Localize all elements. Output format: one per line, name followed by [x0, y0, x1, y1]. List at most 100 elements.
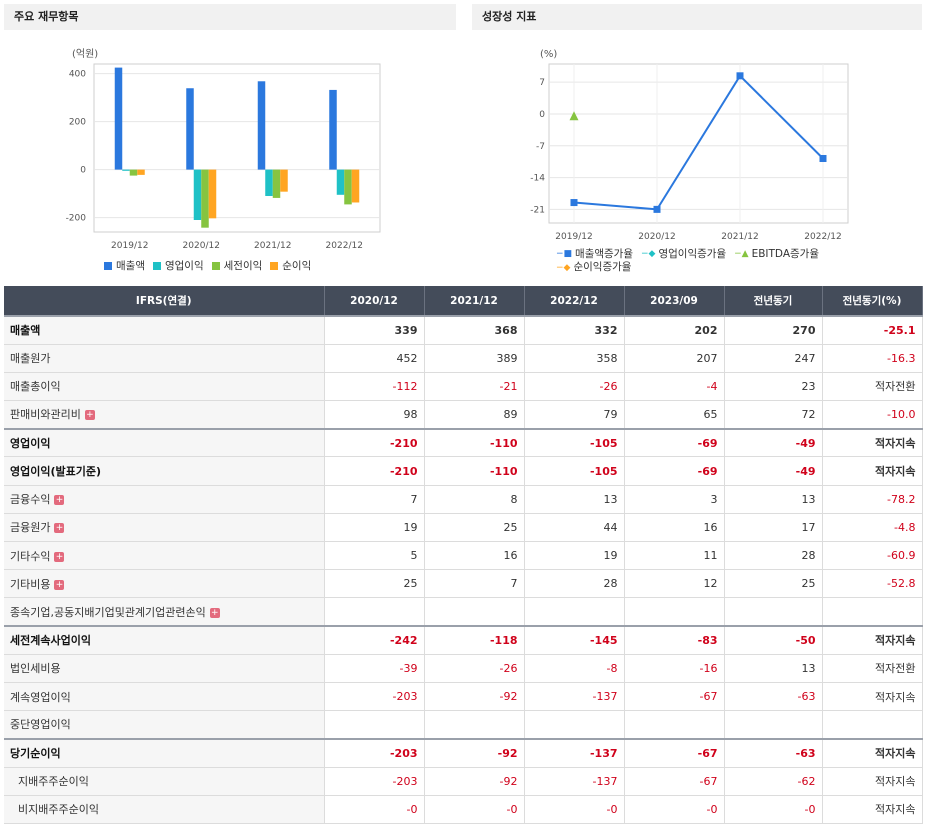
- table-cell: 44: [524, 513, 625, 543]
- table-cell: 25: [724, 569, 823, 599]
- table-row: 기타비용 +25 7 28 12 25 -52.8: [4, 569, 923, 599]
- table-cell: [324, 597, 425, 627]
- bar-3-0: [137, 169, 145, 175]
- table-row: 금융수익 +7 8 13 3 13 -78.2: [4, 485, 923, 514]
- legend-swatch: [270, 261, 279, 270]
- table-cell: 19: [324, 513, 425, 543]
- table-row: 비지배주주순이익 -0 -0 -0 -0 -0 적자지속: [4, 795, 923, 824]
- table-cell: 25: [424, 513, 525, 543]
- table-cell: -4.8: [822, 513, 923, 543]
- bar-3-2: [280, 169, 288, 192]
- line-series-0: [573, 74, 824, 211]
- bar-plot-area: [93, 63, 381, 233]
- table-row: 매출액 339 368 332 202 270 -25.1: [4, 316, 923, 345]
- table-cell: -137: [524, 738, 625, 768]
- bar-ytick-label: 200: [69, 118, 86, 128]
- expand-plus-icon[interactable]: +: [54, 579, 65, 590]
- legend-item: −▲ EBITDA증가율: [734, 248, 819, 261]
- table-cell: -92: [424, 767, 525, 796]
- table-cell: 7: [424, 569, 525, 599]
- row-label: 기타수익 +: [4, 541, 325, 571]
- legend-label: 매출액: [116, 260, 145, 272]
- table-row: 종속기업,공동지배기업및관계기업관련손익 +: [4, 597, 923, 627]
- bar-xtick-label: 2021/12: [254, 241, 291, 251]
- legend-item: −◆ 순이익증가율: [556, 261, 631, 274]
- table-cell: -67: [624, 738, 725, 768]
- legend-marker-icon: −◆: [641, 249, 656, 259]
- legend-label: 순이익: [282, 260, 312, 272]
- table-cell: [624, 710, 725, 740]
- financial-items-panel: 주요 재무항목 (억원) 400 200 0 -200 2019/12 2020/12 202…: [4, 4, 456, 280]
- table-cell: 적자전환: [822, 654, 923, 683]
- table-cell: -69: [624, 428, 725, 458]
- legend-label: 세전이익: [223, 260, 263, 272]
- bar-1-1: [193, 169, 202, 220]
- row-label-text: 금융원가: [10, 521, 51, 535]
- table-cell: 적자전환: [822, 372, 923, 402]
- table-cell: [724, 597, 823, 627]
- table-cell: -92: [424, 738, 525, 768]
- bar-2-1: [201, 169, 209, 228]
- table-cell: -105: [524, 428, 625, 458]
- table-cell: -21: [424, 372, 525, 402]
- table-cell: 98: [324, 400, 425, 430]
- line-ytick-label: -7: [536, 142, 545, 152]
- table-cell: -25.1: [822, 316, 923, 345]
- table-header-row: IFRS(연결) 2020/12 2021/12 2022/12 2023/09 전년동기…: [4, 286, 923, 316]
- table-cell: 적자지속: [822, 682, 923, 712]
- table-cell: -63: [724, 738, 823, 768]
- row-label-text: 법인세비용: [10, 662, 61, 676]
- table-cell: 13: [524, 485, 625, 514]
- table-cell: 270: [724, 316, 823, 345]
- bar-1-3: [336, 169, 345, 195]
- table-cell: 5: [324, 541, 425, 571]
- table-cell: [424, 710, 525, 740]
- table-cell: -112: [324, 372, 425, 402]
- expand-plus-icon[interactable]: +: [54, 523, 65, 534]
- table-row: 영업이익 -210 -110 -105 -69 -49 적자지속: [4, 428, 923, 458]
- line-point: [819, 154, 827, 162]
- bar-chart-legend: 매출액 영업이익 세전이익 순이익: [104, 258, 319, 273]
- financial-bar-chart: (억원) 400 200 0 -200 2019/12 2020/12 2021/12 2022…: [66, 48, 381, 251]
- row-label: 매출액: [4, 316, 325, 345]
- row-label-text: 매출총이익: [10, 380, 61, 394]
- table-row: 금융원가 +19 25 44 16 17 -4.8: [4, 513, 923, 543]
- row-label-text: 매출원가: [10, 352, 51, 366]
- table-cell: 358: [524, 344, 625, 373]
- table-cell: [822, 597, 923, 627]
- expand-plus-icon[interactable]: +: [209, 607, 220, 618]
- table-cell: [424, 597, 525, 627]
- table-cell: 16: [424, 541, 525, 571]
- table-row: 영업이익(발표기준) -210 -110 -105 -69 -49 적자지속: [4, 456, 923, 486]
- table-cell: [324, 710, 425, 740]
- legend-item: 매출액: [104, 258, 145, 273]
- bar-2-2: [272, 169, 281, 198]
- expand-plus-icon[interactable]: +: [54, 495, 65, 506]
- table-cell: 적자지속: [822, 428, 923, 458]
- table-cell: [524, 710, 625, 740]
- table-row: 당기순이익 -203 -92 -137 -67 -63 적자지속: [4, 738, 923, 768]
- table-cell: 17: [724, 513, 823, 543]
- row-label: 지배주주순이익: [4, 767, 325, 796]
- table-cell: 65: [624, 400, 725, 430]
- table-cell: -110: [424, 428, 525, 458]
- table-cell: -67: [624, 767, 725, 796]
- table-cell: 79: [524, 400, 625, 430]
- table-cell: -137: [524, 767, 625, 796]
- table-row: 매출원가 452 389 358 207 247 -16.3: [4, 344, 923, 373]
- table-cell: -0: [324, 795, 425, 824]
- expand-plus-icon[interactable]: +: [54, 551, 65, 562]
- bar-ytick-label: 0: [80, 166, 86, 176]
- row-label: 법인세비용: [4, 654, 325, 683]
- table-cell: -83: [624, 626, 725, 655]
- financial-table: IFRS(연결) 2020/12 2021/12 2022/12 2023/09 전년동기…: [4, 286, 923, 824]
- expand-plus-icon[interactable]: +: [84, 410, 95, 421]
- row-label-text: 판매비와관리비: [10, 408, 81, 422]
- bar-2-0: [129, 169, 138, 176]
- legend-item: −■ 매출액증가율: [556, 248, 633, 261]
- table-cell: [724, 710, 823, 740]
- row-label: 중단영업이익: [4, 710, 325, 740]
- row-label: 영업이익(발표기준): [4, 456, 325, 486]
- table-row: 법인세비용 -39 -26 -8 -16 13 적자전환: [4, 654, 923, 683]
- table-cell: -10.0: [822, 400, 923, 430]
